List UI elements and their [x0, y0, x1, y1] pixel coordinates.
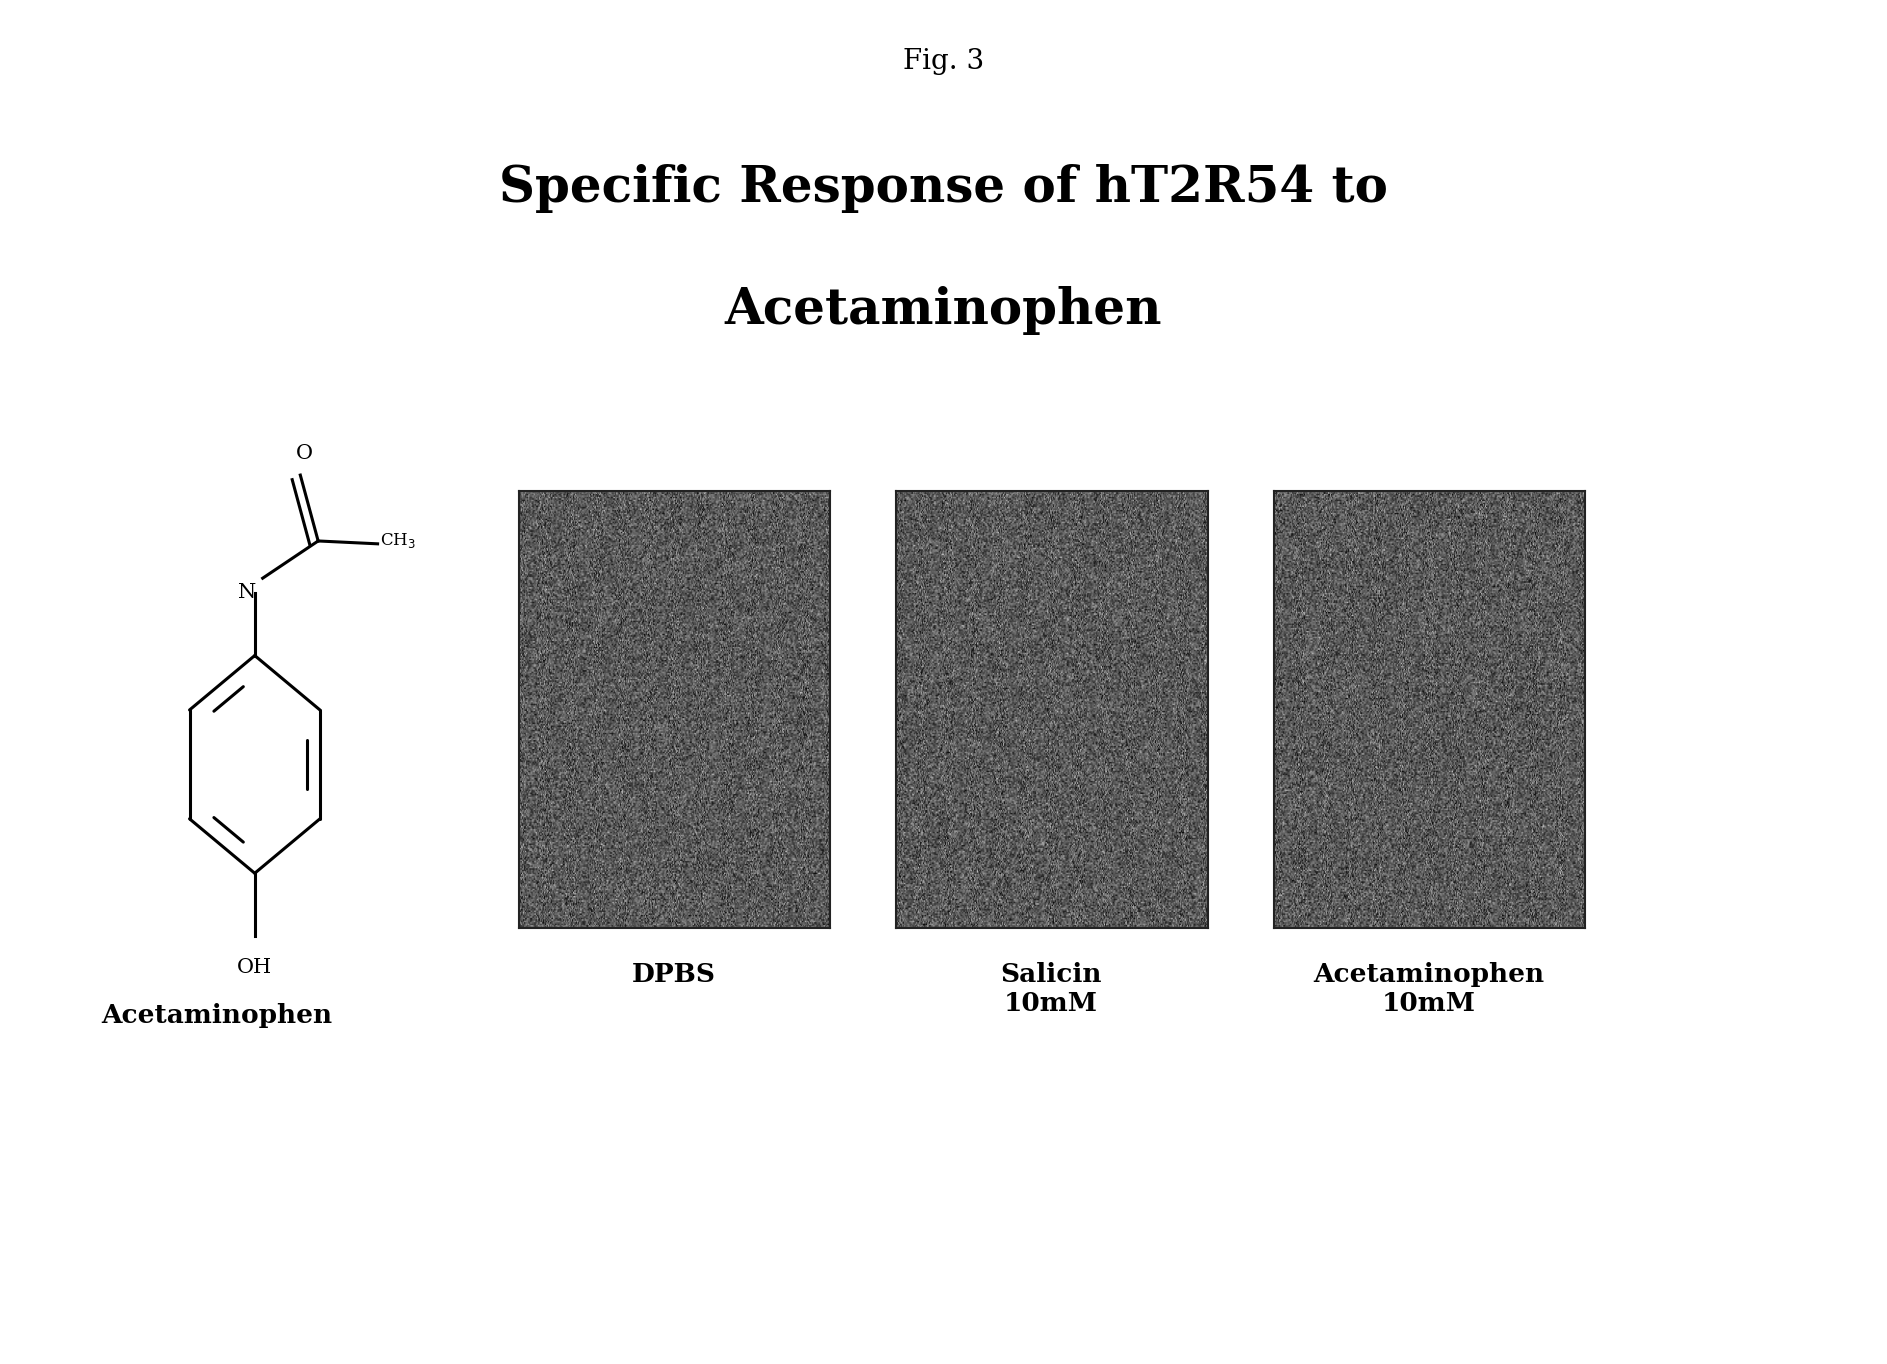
- Text: DPBS: DPBS: [632, 962, 715, 986]
- Text: Specific Response of hT2R54 to: Specific Response of hT2R54 to: [498, 164, 1389, 213]
- Text: O: O: [296, 443, 313, 462]
- Text: CH$_3$: CH$_3$: [379, 532, 415, 551]
- Text: N: N: [238, 582, 257, 602]
- Text: Salicin
10mM: Salicin 10mM: [1000, 962, 1102, 1016]
- Text: Acetaminophen: Acetaminophen: [725, 286, 1162, 336]
- Text: OH: OH: [238, 959, 272, 977]
- Text: Acetaminophen: Acetaminophen: [102, 1003, 332, 1027]
- Text: Acetaminophen
10mM: Acetaminophen 10mM: [1313, 962, 1544, 1016]
- Text: Fig. 3: Fig. 3: [904, 48, 983, 75]
